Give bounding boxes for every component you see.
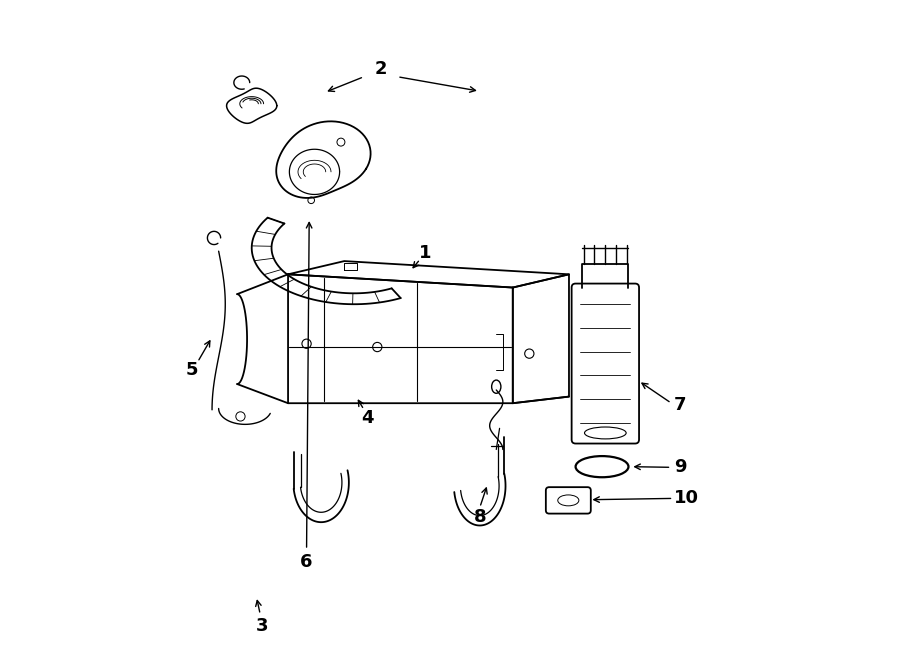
Text: 5: 5 — [186, 361, 199, 379]
Text: 6: 6 — [301, 553, 313, 571]
Text: 8: 8 — [473, 508, 486, 526]
Text: 9: 9 — [674, 458, 687, 477]
Text: 2: 2 — [374, 60, 387, 79]
Text: 3: 3 — [256, 617, 268, 635]
Text: 10: 10 — [674, 489, 699, 508]
Text: 4: 4 — [361, 408, 374, 427]
Text: 7: 7 — [674, 396, 687, 414]
Text: 1: 1 — [419, 244, 432, 262]
